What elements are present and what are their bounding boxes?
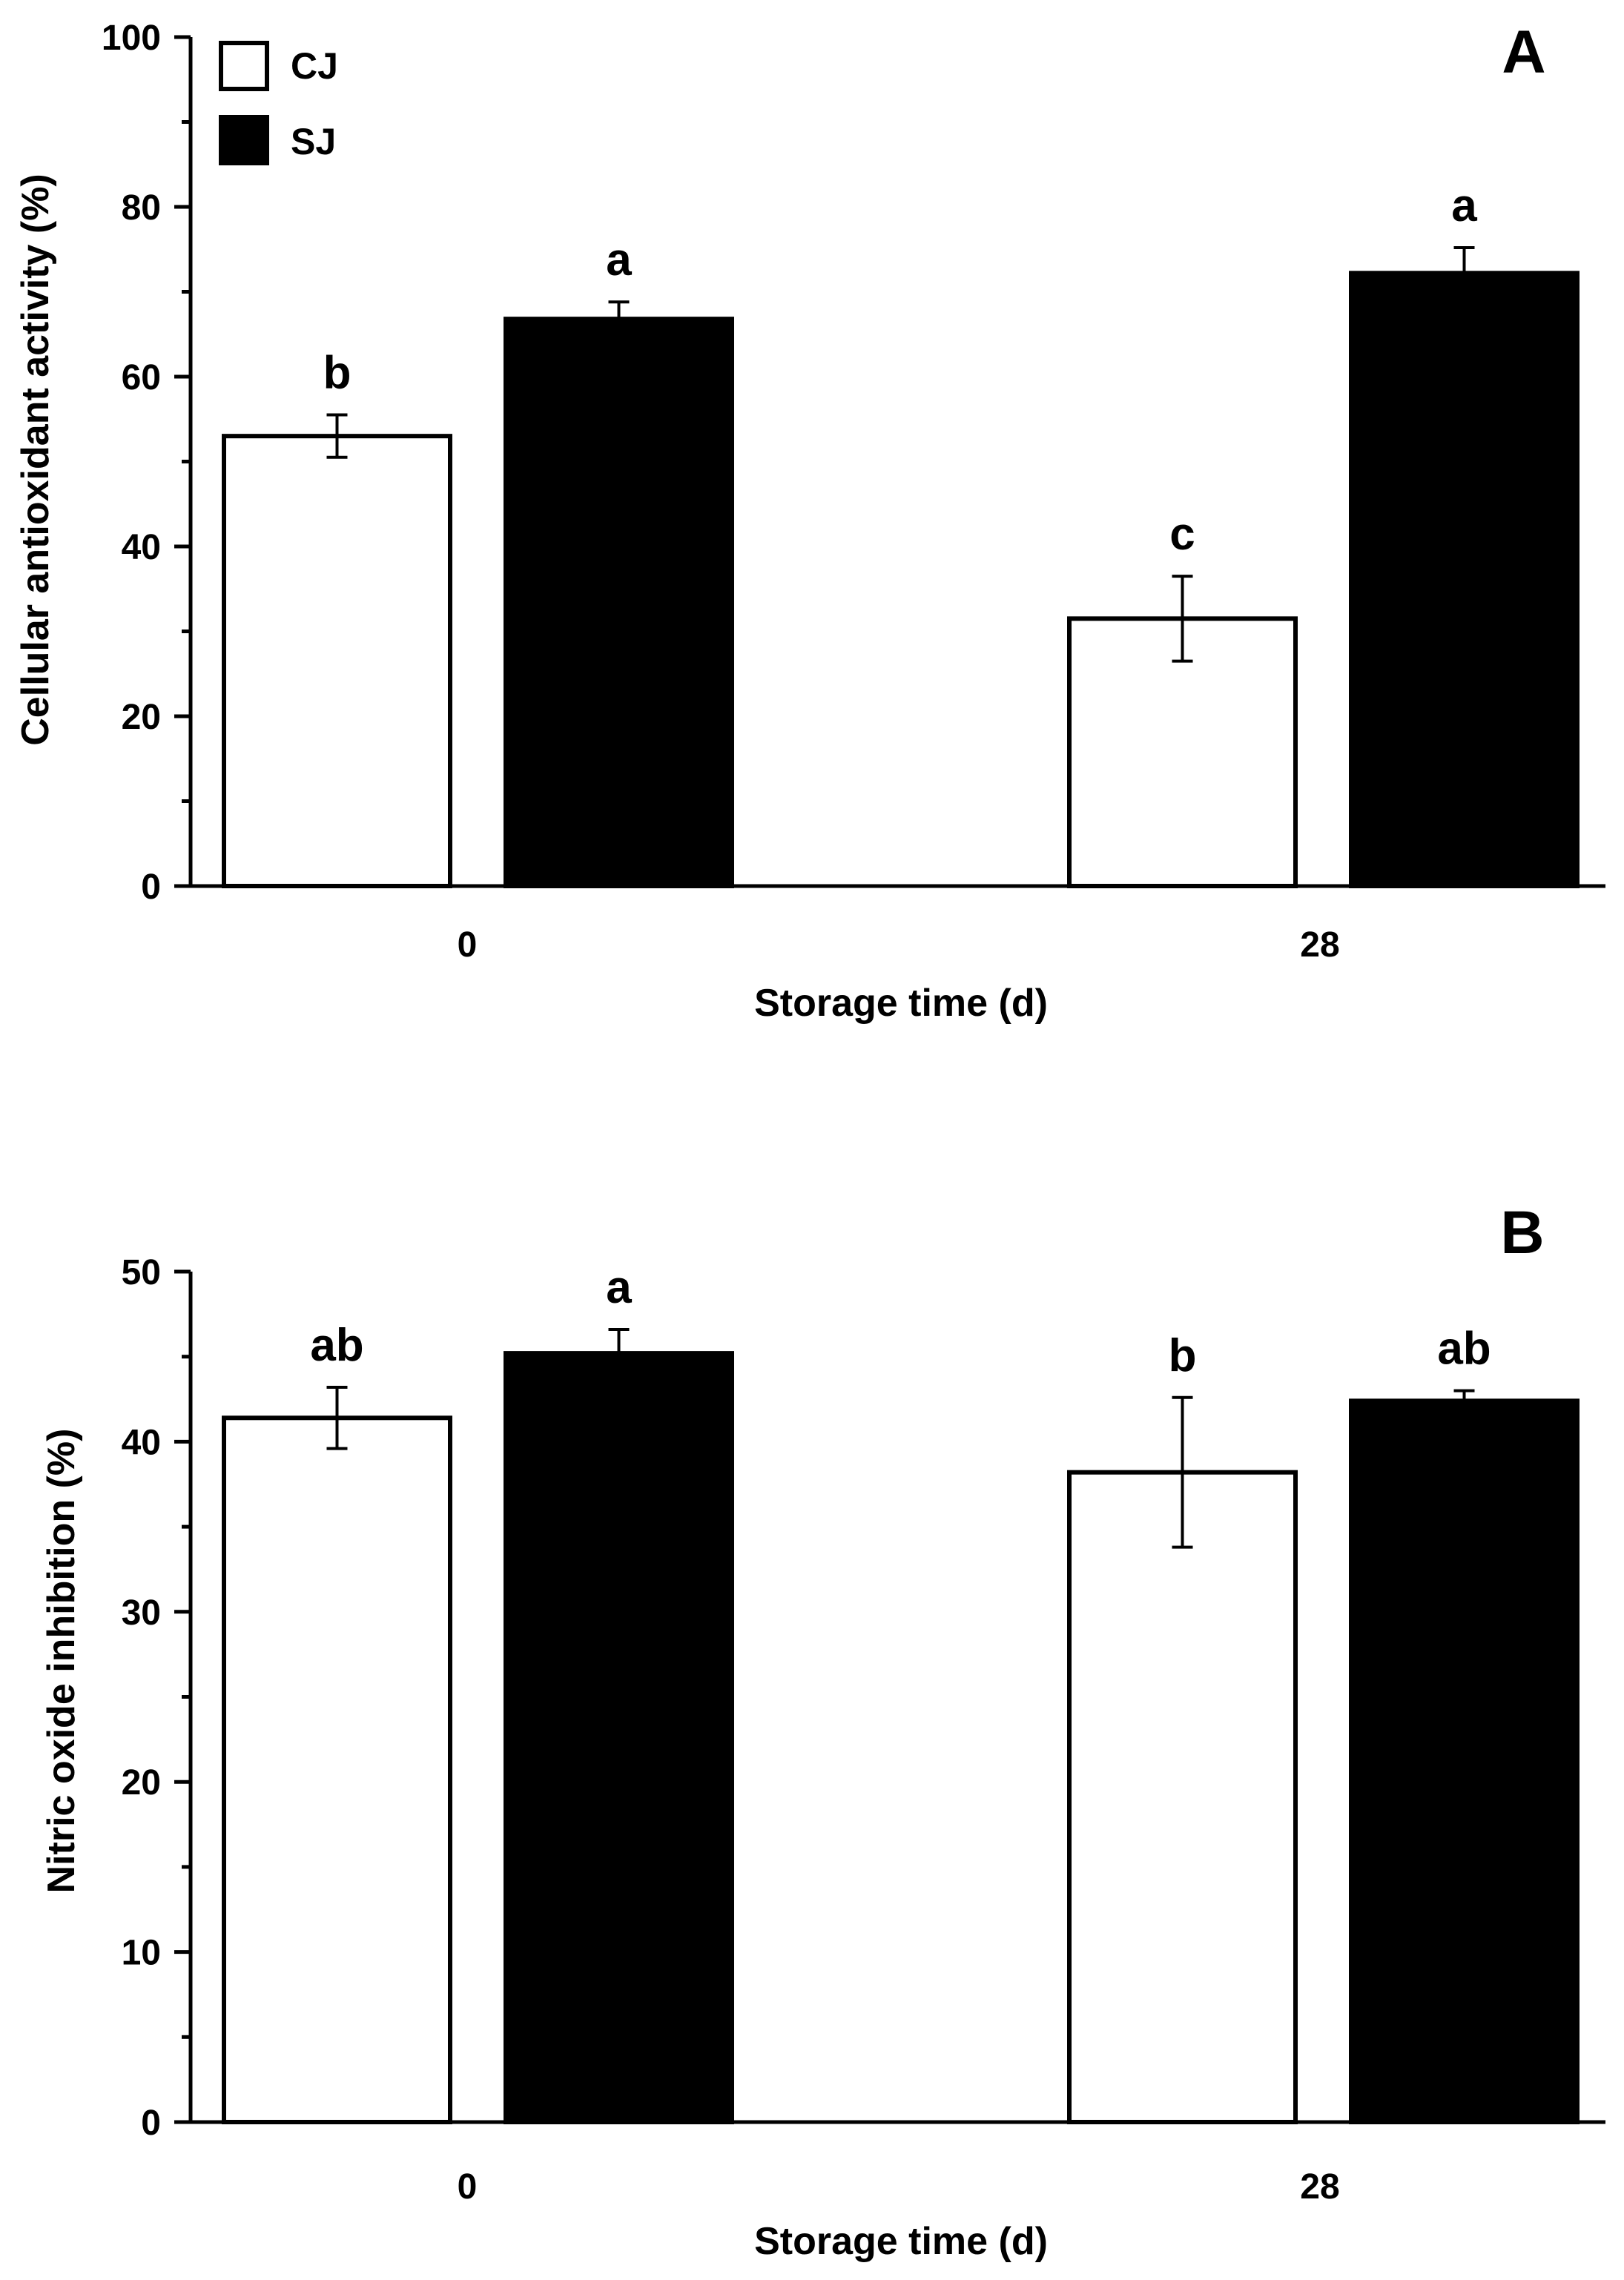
panel-b-y-tick-label: 0: [141, 2104, 161, 2143]
panel-a-error-bar-sj-0: [608, 300, 630, 338]
panel-a-x-tick-28: 28: [1300, 925, 1339, 965]
panel-b-sig-letter-cj-28: b: [1169, 1330, 1197, 1381]
panel-a-error-bar-cj-0: [326, 413, 348, 459]
panel-a-y-tick-label: 40: [122, 528, 161, 567]
panel-a-y-tick-label: 60: [122, 358, 161, 397]
panel-a-y-tick-label: 80: [122, 188, 161, 228]
panel-a-y-tick-label: 20: [122, 698, 161, 737]
panel-b-y-tick-label: 40: [122, 1423, 161, 1462]
panel-b-bar-cj-0: [222, 1415, 452, 2125]
panel-a-y-axis-title: Cellular antioxidant activity (%): [14, 174, 57, 746]
panel-b-y-ticks: 0 10 20 30 40 50: [122, 1253, 191, 2143]
panel-b-bar-sj-0: [504, 1351, 734, 2124]
panel-b-y-tick-label: 20: [122, 1763, 161, 1802]
panel-a-x-axis-title: Storage time (d): [754, 982, 1048, 1025]
panel-b: ab b a ab 0 10 20 30 40 50 0 28 Storage time (d)…: [40, 1199, 1605, 2263]
panel-b-y-tick-label: 10: [122, 1934, 161, 1973]
panel-a-error-bar-sj-28: [1453, 245, 1475, 300]
panel-a-error-bar-cj-28: [1172, 575, 1193, 663]
panel-b-bar-cj-28: [1067, 1470, 1298, 2124]
panel-b-error-bar-cj-0: [326, 1385, 348, 1450]
panel-b-sig-letter-sj-0: a: [606, 1262, 632, 1313]
legend-swatch-cj: [219, 41, 269, 91]
panel-a-bar-cj-28: [1067, 616, 1298, 888]
panel-a-sig-letter-sj-0: a: [606, 234, 632, 285]
panel-b-x-tick-28: 28: [1300, 2167, 1339, 2207]
panel-b-error-bar-cj-28: [1172, 1395, 1193, 1549]
plot-a-marks: b c a a: [222, 180, 1580, 888]
panel-b-sig-letter-cj-0: ab: [310, 1320, 363, 1371]
panel-a-bar-sj-28: [1349, 271, 1580, 888]
panel-b-y-tick-label: 50: [122, 1253, 161, 1292]
panel-a-sig-letter-cj-28: c: [1169, 509, 1195, 560]
panel-a-sig-letter-sj-28: a: [1451, 180, 1477, 231]
plot-b-marks: ab b a ab: [222, 1262, 1580, 2125]
panel-b-y-tick-label: 30: [122, 1593, 161, 1633]
panel-a-sig-letter-cj-0: b: [323, 348, 351, 399]
panel-a-bar-sj-0: [504, 317, 734, 888]
legend: CJ SJ: [219, 41, 338, 165]
panel-b-sig-letter-sj-28: ab: [1437, 1324, 1491, 1375]
panel-b-x-tick-0: 0: [458, 2167, 478, 2207]
legend-label-cj: CJ: [291, 45, 338, 87]
panel-b-y-axis-title: Nitric oxide inhibition (%): [40, 1429, 83, 1894]
legend-swatch-sj: [219, 115, 269, 165]
panel-b-error-bar-sj-0: [608, 1327, 630, 1379]
panel-a-y-tick-label: 100: [102, 19, 161, 58]
panel-b-bar-sj-28: [1349, 1398, 1580, 2124]
legend-label-sj: SJ: [291, 121, 336, 162]
panel-a-y-ticks: 0 20 40 60 80 100: [102, 19, 191, 907]
panel-a-x-tick-0: 0: [458, 925, 478, 965]
panel-a-y-tick-label: 0: [141, 868, 161, 907]
panel-b-x-axis-title: Storage time (d): [754, 2220, 1048, 2263]
panel-a-bar-cj-0: [222, 434, 452, 888]
panel-b-label: B: [1500, 1199, 1544, 1266]
panel-a-label: A: [1502, 19, 1545, 86]
panel-b-error-bar-sj-28: [1453, 1389, 1475, 1413]
